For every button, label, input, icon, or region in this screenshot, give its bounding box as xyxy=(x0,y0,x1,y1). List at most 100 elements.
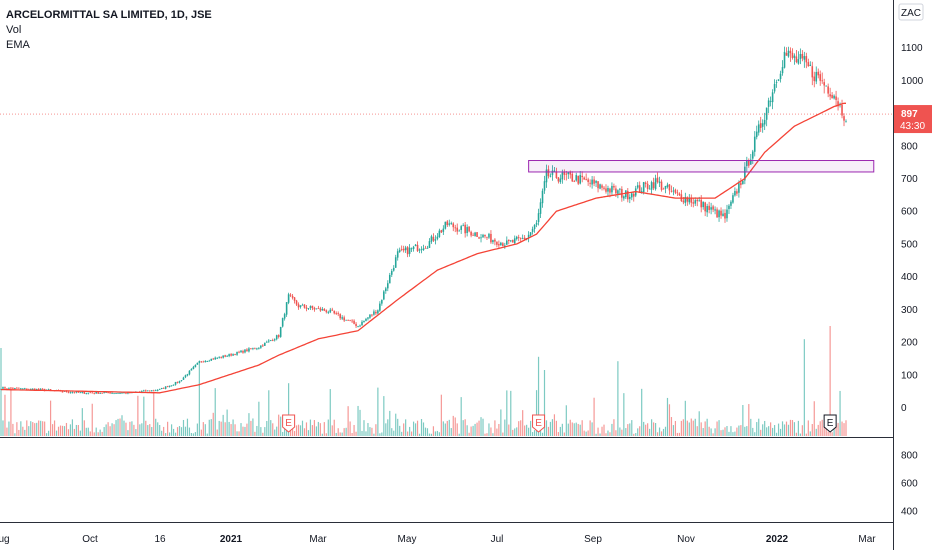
candle-body xyxy=(509,240,512,242)
volume-bar xyxy=(40,420,42,436)
candle-body xyxy=(16,387,18,389)
volume-bar xyxy=(839,390,841,436)
candle-body xyxy=(757,124,760,133)
volume-bar xyxy=(599,433,601,436)
candle-body xyxy=(722,213,724,217)
volume-bar xyxy=(518,421,520,436)
volume-bar xyxy=(789,419,792,436)
candle-body xyxy=(180,380,183,381)
volume-bar xyxy=(569,419,571,436)
candle-body xyxy=(585,179,587,180)
candle-body xyxy=(83,391,86,394)
volume-bar xyxy=(258,401,260,436)
volume-bar xyxy=(460,397,462,436)
volume-bar xyxy=(625,428,627,436)
volume-bar xyxy=(577,423,579,436)
candle-body xyxy=(454,227,457,229)
earnings-marker[interactable]: E xyxy=(282,414,296,433)
volume-bar xyxy=(266,420,268,436)
volume-bar xyxy=(361,430,363,436)
candle-body xyxy=(275,335,278,340)
volume-bar xyxy=(768,426,770,436)
volume-bar xyxy=(512,429,514,436)
candle-body xyxy=(462,225,464,227)
volume-bar xyxy=(32,422,34,436)
volume-bar xyxy=(783,424,786,436)
volume-bar xyxy=(359,409,361,436)
volume-bar xyxy=(722,429,724,436)
candle-body xyxy=(740,182,742,186)
volume-bar xyxy=(535,390,538,436)
candle-body xyxy=(341,317,343,319)
volume-bar xyxy=(202,422,204,436)
volume-bar xyxy=(129,421,131,436)
volume-bar xyxy=(240,423,242,436)
candle-body xyxy=(430,236,433,242)
candle-body xyxy=(418,249,421,251)
volume-bar xyxy=(48,430,50,436)
volume-bar xyxy=(405,419,407,436)
volume-bar xyxy=(18,429,20,436)
candle-body xyxy=(464,224,466,234)
candle-body xyxy=(492,240,494,243)
earnings-marker[interactable]: E xyxy=(823,414,837,433)
candle-body xyxy=(230,354,232,356)
earnings-marker[interactable]: E xyxy=(532,414,546,433)
candle-body xyxy=(833,95,835,99)
candle-body xyxy=(587,179,589,183)
volume-bar xyxy=(222,414,224,436)
candle-body xyxy=(383,291,385,300)
ema-indicator-label[interactable]: EMA xyxy=(6,39,30,51)
candle-body xyxy=(799,53,802,60)
volume-bar xyxy=(355,431,357,436)
volume-bar xyxy=(260,427,262,436)
candle-body xyxy=(577,175,580,184)
candle-body xyxy=(35,389,38,391)
volume-bar xyxy=(617,361,619,436)
candle-body xyxy=(154,390,157,392)
volume-bar xyxy=(652,422,655,436)
candle-body xyxy=(763,119,766,125)
volume-bar xyxy=(165,433,167,436)
volume-bar xyxy=(367,423,369,436)
candle-body xyxy=(581,175,583,178)
volume-indicator-label[interactable]: Vol xyxy=(6,24,22,36)
candle-body xyxy=(39,388,42,390)
volume-bar xyxy=(198,361,200,436)
earnings-marker-label: E xyxy=(285,418,292,429)
candle-body xyxy=(14,387,16,389)
volume-bar xyxy=(514,428,516,436)
volume-bar xyxy=(303,428,306,436)
volume-bar xyxy=(389,410,391,436)
candle-body xyxy=(718,210,720,218)
candle-body xyxy=(599,184,601,189)
volume-bar xyxy=(172,428,175,436)
volume-bar xyxy=(385,423,387,436)
volume-bar xyxy=(407,431,409,436)
volume-bar xyxy=(694,418,696,436)
volume-bar xyxy=(601,426,603,436)
candle-body xyxy=(434,239,437,241)
candle-body xyxy=(488,233,490,238)
earnings-marker-label: E xyxy=(827,418,834,429)
volume-bar xyxy=(815,428,817,436)
volume-bar xyxy=(149,424,151,436)
candle-body xyxy=(188,370,191,375)
candle-body xyxy=(206,361,209,362)
candle-body xyxy=(25,388,28,390)
price-tick-label: 400 xyxy=(901,272,918,283)
volume-bar xyxy=(147,425,149,436)
volume-bar xyxy=(482,418,484,436)
candle-body xyxy=(797,59,800,64)
candle-body xyxy=(803,56,806,60)
candle-body xyxy=(678,193,681,196)
candle-body xyxy=(385,288,387,292)
volume-bar xyxy=(97,432,99,436)
candle-body xyxy=(4,387,6,389)
volume-bar xyxy=(339,432,341,436)
candle-body xyxy=(652,182,655,189)
candle-body xyxy=(486,236,488,238)
volume-bar xyxy=(563,432,565,436)
candle-body xyxy=(664,185,667,189)
